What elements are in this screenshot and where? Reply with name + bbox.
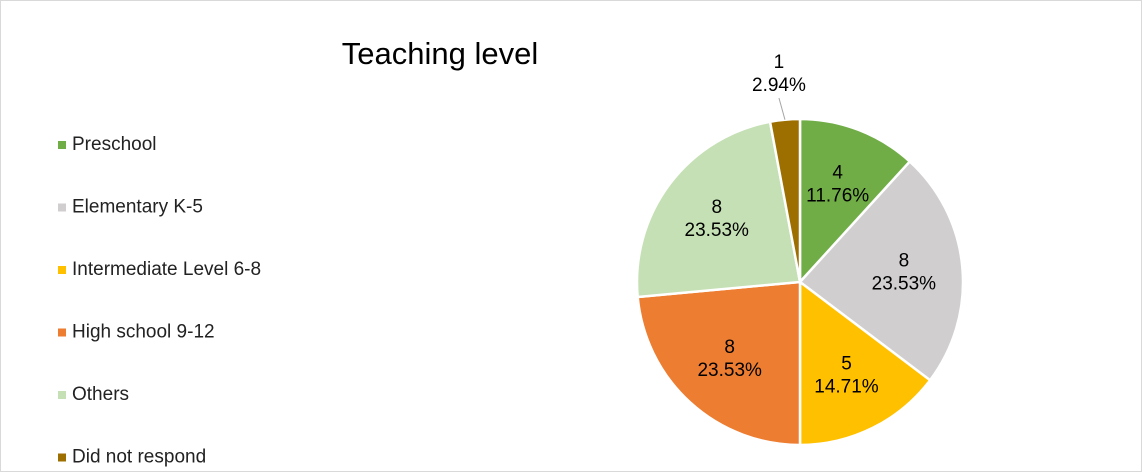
legend-label: Elementary K-5 [72,197,203,218]
data-label-percent: 23.53% [685,220,750,241]
data-label-percent: 23.53% [697,360,762,381]
data-label-percent: 23.53% [872,273,937,294]
data-label-percent: 2.94% [752,75,806,96]
data-label-count: 8 [724,337,735,358]
legend-label: Intermediate Level 6-8 [72,259,261,280]
legend-label: High school 9-12 [72,322,215,343]
legend-marker [58,453,66,462]
data-label-count: 4 [832,163,843,184]
pie-slice [798,279,932,447]
pie-slice [636,280,802,447]
data-label-count: 8 [899,250,910,271]
data-label-count: 8 [711,197,722,218]
legend-marker [58,266,66,274]
legend-label: Preschool [72,134,157,155]
legend-label: Did not respond [72,447,206,468]
pie-slice [798,117,912,286]
legend-marker [58,391,66,399]
legend-marker [58,328,66,337]
data-label-percent: 14.71% [814,376,879,397]
pie-slice [635,120,802,299]
legend-marker [58,203,66,212]
legend-marker [58,141,66,149]
data-label-percent: 11.76% [806,186,869,207]
data-label-count: 1 [774,52,785,73]
chart-title: Teaching level [342,36,538,71]
data-label-count: 5 [841,353,852,374]
pie-slice [798,159,965,382]
legend-label: Others [72,384,129,405]
leader-line [778,97,786,120]
